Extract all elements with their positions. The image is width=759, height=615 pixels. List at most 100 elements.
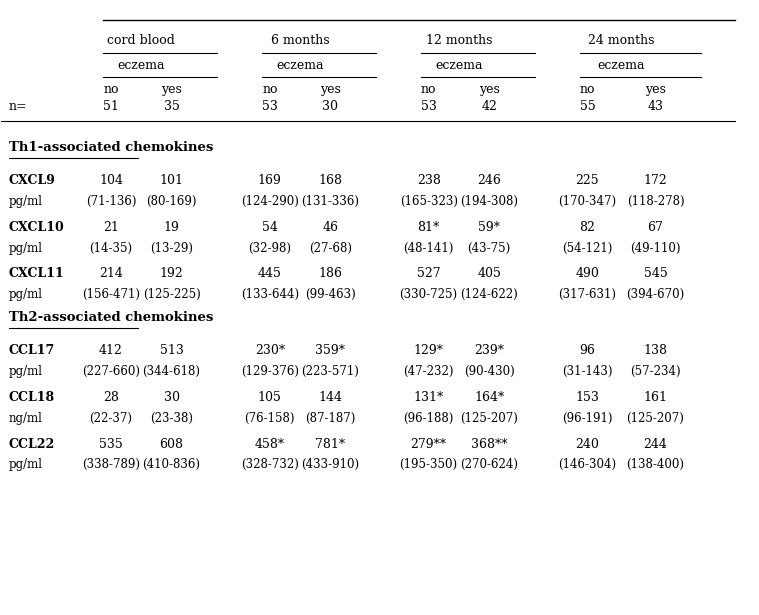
- Text: n=: n=: [9, 100, 27, 113]
- Text: (330-725): (330-725): [399, 288, 458, 301]
- Text: 608: 608: [159, 437, 184, 451]
- Text: 368**: 368**: [471, 437, 508, 451]
- Text: (125-207): (125-207): [460, 412, 518, 425]
- Text: 104: 104: [99, 174, 123, 188]
- Text: 53: 53: [262, 100, 278, 113]
- Text: 153: 153: [575, 391, 600, 404]
- Text: pg/ml: pg/ml: [9, 458, 43, 471]
- Text: cord blood: cord blood: [107, 34, 175, 47]
- Text: yes: yes: [320, 83, 341, 96]
- Text: (133-644): (133-644): [241, 288, 299, 301]
- Text: 6 months: 6 months: [271, 34, 329, 47]
- Text: (47-232): (47-232): [403, 365, 454, 378]
- Text: 21: 21: [103, 221, 119, 234]
- Text: 214: 214: [99, 268, 123, 280]
- Text: 131*: 131*: [414, 391, 444, 404]
- Text: no: no: [103, 83, 119, 96]
- Text: (433-910): (433-910): [301, 458, 360, 471]
- Text: (317-631): (317-631): [559, 288, 616, 301]
- Text: 781*: 781*: [315, 437, 345, 451]
- Text: 238: 238: [417, 174, 440, 188]
- Text: 405: 405: [477, 268, 501, 280]
- Text: (227-660): (227-660): [82, 365, 140, 378]
- Text: (87-187): (87-187): [305, 412, 355, 425]
- Text: pg/ml: pg/ml: [9, 195, 43, 208]
- Text: 43: 43: [647, 100, 663, 113]
- Text: (156-471): (156-471): [82, 288, 140, 301]
- Text: 535: 535: [99, 437, 123, 451]
- Text: 172: 172: [644, 174, 667, 188]
- Text: (43-75): (43-75): [468, 242, 511, 255]
- Text: yes: yes: [161, 83, 182, 96]
- Text: 59*: 59*: [478, 221, 500, 234]
- Text: 168: 168: [318, 174, 342, 188]
- Text: 30: 30: [323, 100, 339, 113]
- Text: (71-136): (71-136): [86, 195, 137, 208]
- Text: (57-234): (57-234): [630, 365, 681, 378]
- Text: no: no: [580, 83, 595, 96]
- Text: pg/ml: pg/ml: [9, 365, 43, 378]
- Text: (131-336): (131-336): [301, 195, 359, 208]
- Text: 24 months: 24 months: [588, 34, 655, 47]
- Text: 96: 96: [580, 344, 595, 357]
- Text: (394-670): (394-670): [626, 288, 685, 301]
- Text: (118-278): (118-278): [627, 195, 685, 208]
- Text: 54: 54: [262, 221, 278, 234]
- Text: 527: 527: [417, 268, 440, 280]
- Text: eczema: eczema: [435, 58, 483, 71]
- Text: (195-350): (195-350): [399, 458, 458, 471]
- Text: yes: yes: [479, 83, 499, 96]
- Text: 53: 53: [420, 100, 436, 113]
- Text: (22-37): (22-37): [90, 412, 133, 425]
- Text: (48-141): (48-141): [404, 242, 454, 255]
- Text: eczema: eczema: [118, 58, 165, 71]
- Text: (146-304): (146-304): [559, 458, 616, 471]
- Text: (125-225): (125-225): [143, 288, 200, 301]
- Text: 42: 42: [481, 100, 497, 113]
- Text: 545: 545: [644, 268, 667, 280]
- Text: no: no: [262, 83, 278, 96]
- Text: 230*: 230*: [255, 344, 285, 357]
- Text: (49-110): (49-110): [630, 242, 681, 255]
- Text: 240: 240: [575, 437, 600, 451]
- Text: (124-290): (124-290): [241, 195, 299, 208]
- Text: (99-463): (99-463): [305, 288, 356, 301]
- Text: (32-98): (32-98): [248, 242, 291, 255]
- Text: 12 months: 12 months: [426, 34, 492, 47]
- Text: 81*: 81*: [417, 221, 439, 234]
- Text: 246: 246: [477, 174, 501, 188]
- Text: CCL17: CCL17: [9, 344, 55, 357]
- Text: (124-622): (124-622): [460, 288, 518, 301]
- Text: Th1-associated chemokines: Th1-associated chemokines: [9, 141, 213, 154]
- Text: (194-308): (194-308): [460, 195, 518, 208]
- Text: CXCL11: CXCL11: [9, 268, 65, 280]
- Text: (165-323): (165-323): [400, 195, 458, 208]
- Text: (23-38): (23-38): [150, 412, 193, 425]
- Text: 359*: 359*: [315, 344, 345, 357]
- Text: 490: 490: [575, 268, 600, 280]
- Text: 445: 445: [258, 268, 282, 280]
- Text: (223-571): (223-571): [301, 365, 359, 378]
- Text: 513: 513: [159, 344, 184, 357]
- Text: CXCL10: CXCL10: [9, 221, 65, 234]
- Text: 412: 412: [99, 344, 123, 357]
- Text: 30: 30: [163, 391, 180, 404]
- Text: 186: 186: [318, 268, 342, 280]
- Text: 19: 19: [164, 221, 179, 234]
- Text: 28: 28: [103, 391, 119, 404]
- Text: Th2-associated chemokines: Th2-associated chemokines: [9, 311, 213, 323]
- Text: 144: 144: [318, 391, 342, 404]
- Text: CCL18: CCL18: [9, 391, 55, 404]
- Text: (328-732): (328-732): [241, 458, 299, 471]
- Text: 244: 244: [644, 437, 667, 451]
- Text: 101: 101: [159, 174, 184, 188]
- Text: 192: 192: [159, 268, 184, 280]
- Text: (138-400): (138-400): [626, 458, 685, 471]
- Text: ng/ml: ng/ml: [9, 412, 43, 425]
- Text: (170-347): (170-347): [559, 195, 616, 208]
- Text: (129-376): (129-376): [241, 365, 299, 378]
- Text: 161: 161: [644, 391, 667, 404]
- Text: (90-430): (90-430): [464, 365, 515, 378]
- Text: pg/ml: pg/ml: [9, 288, 43, 301]
- Text: 279**: 279**: [411, 437, 447, 451]
